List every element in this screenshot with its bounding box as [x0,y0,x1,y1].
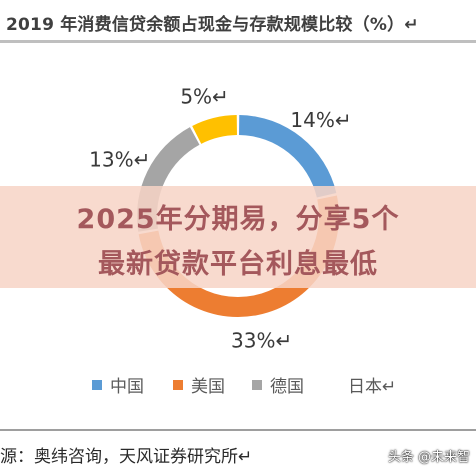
legend-label: 日本↵ [348,377,397,397]
chart-title: 2019 年消费信贷余额占现金与存款规模比较（%）↵ [6,15,419,35]
source-note: 源：奥纬咨询，天风证券研究所↵ [0,447,253,467]
chart-legend: 中国 美国 德国 日本↵ [0,372,476,397]
data-label-germany: 13%↵ [89,147,150,171]
legend-item-china: 中国 [92,372,144,397]
slice-china [239,115,337,198]
data-label-china: 14%↵ [290,108,351,132]
data-label-usa: 33%↵ [231,329,292,353]
legend-label: 德国 [270,377,304,397]
legend-swatch [173,379,183,390]
slice-japan [192,115,237,144]
legend-item-germany: 德国 [252,372,304,397]
watermark: 头条 @未来智 [387,450,470,465]
legend-swatch [252,379,262,390]
headline-line-2: 最新贷款平台利息最低 [98,249,378,280]
title-divider [0,40,476,43]
legend-label: 美国 [191,377,225,397]
source-divider [0,429,476,431]
legend-swatch [92,379,102,390]
legend-item-japan: 日本↵ [330,372,396,397]
legend-item-usa: 美国 [173,372,225,397]
headline-line-1: 2025年分期易，分享5个 [76,204,400,235]
headline-banner [0,186,476,288]
legend-label: 中国 [110,377,144,397]
data-label-japan: 5%↵ [180,85,229,109]
